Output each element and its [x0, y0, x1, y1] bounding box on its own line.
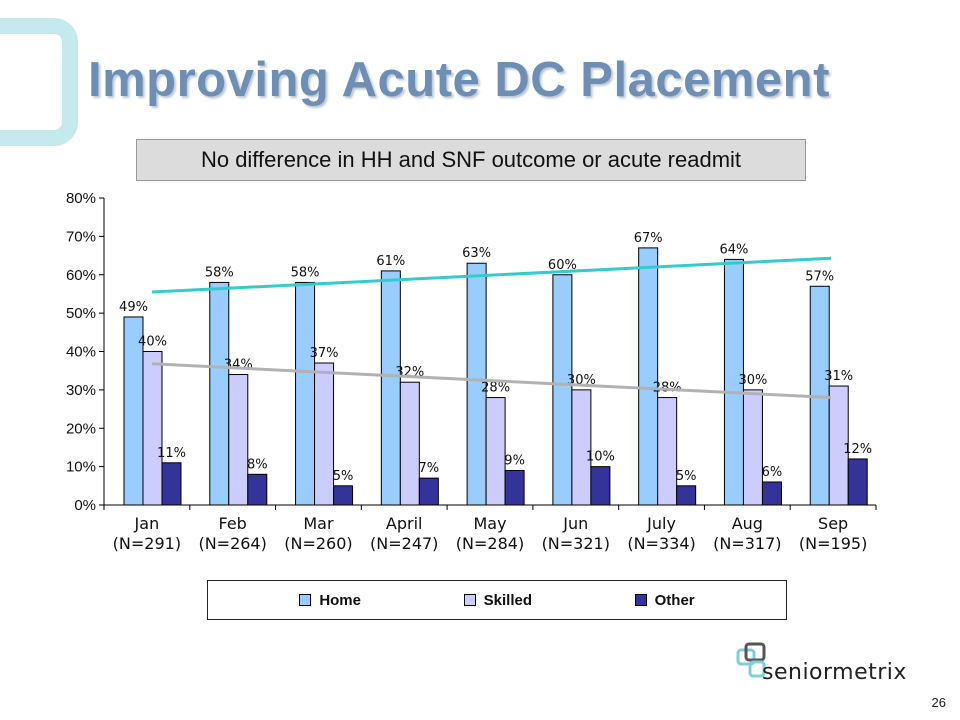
bar-skilled	[314, 362, 335, 506]
legend-swatch-home	[299, 594, 312, 606]
data-label-other: 5%	[676, 469, 697, 484]
y-tick-label: 30%	[66, 382, 96, 399]
bar-skilled	[228, 374, 249, 506]
x-category-label: Jun	[562, 514, 588, 533]
data-label-skilled: 28%	[481, 381, 510, 396]
bar-skilled	[657, 397, 678, 506]
bar-other	[504, 469, 525, 506]
slide-title: Improving Acute DC Placement	[88, 53, 830, 107]
data-label-other: 8%	[247, 457, 268, 472]
legend-swatch-skilled	[463, 594, 476, 606]
x-category-label: April	[386, 514, 423, 533]
subtitle-text: No difference in HH and SNF outcome or a…	[200, 147, 742, 172]
data-label-skilled: 31%	[824, 369, 853, 384]
y-tick-label: 60%	[66, 267, 96, 284]
legend-item-other: Other	[634, 591, 695, 609]
data-label-other: 7%	[419, 461, 440, 476]
bar-other	[676, 485, 697, 506]
bar-skilled	[485, 397, 506, 506]
x-category-label: (N=260)	[284, 534, 352, 553]
x-category-label: (N=264)	[198, 534, 266, 553]
data-label-home: 58%	[205, 265, 234, 280]
x-category-label: (N=321)	[542, 534, 610, 553]
x-category-label: (N=334)	[627, 534, 695, 553]
y-tick-label: 50%	[66, 305, 96, 322]
bar-other	[847, 458, 868, 506]
bar-skilled	[742, 389, 763, 506]
bar-other	[761, 481, 782, 506]
x-category-label: (N=284)	[456, 534, 524, 553]
legend-label-other: Other	[654, 591, 695, 609]
bar-skilled	[399, 381, 420, 506]
bar-home	[295, 281, 316, 506]
seniormetrix-logo-icon	[736, 642, 766, 678]
data-label-home: 49%	[119, 300, 148, 315]
bar-skilled	[571, 389, 592, 506]
x-category-label: Feb	[219, 514, 247, 533]
bar-skilled	[142, 351, 163, 506]
x-category-label: May	[473, 514, 506, 533]
data-label-skilled: 37%	[310, 346, 339, 361]
data-label-other: 6%	[762, 465, 783, 480]
bar-home	[723, 258, 744, 506]
x-category-label: Jan	[134, 514, 160, 533]
trendline-skilled	[151, 362, 832, 400]
page-number: 26	[931, 695, 946, 710]
data-label-home: 63%	[462, 246, 491, 261]
subtitle-box: No difference in HH and SNF outcome or a…	[136, 139, 806, 181]
x-category-label: (N=247)	[370, 534, 438, 553]
y-tick-label: 0%	[74, 497, 96, 514]
bar-home	[380, 270, 401, 506]
data-label-skilled: 34%	[224, 358, 253, 373]
data-label-home: 60%	[548, 258, 577, 273]
data-label-home: 57%	[805, 269, 834, 284]
data-label-other: 5%	[333, 469, 354, 484]
y-tick-label: 10%	[66, 459, 96, 476]
chart-legend: Home Skilled Other	[207, 580, 787, 620]
legend-item-skilled: Skilled	[463, 591, 532, 609]
data-label-other: 10%	[586, 450, 615, 465]
y-tick-label: 20%	[66, 420, 96, 437]
bar-other	[161, 462, 182, 506]
bar-other	[247, 473, 268, 506]
legend-swatch-other	[634, 594, 647, 606]
bar-chart: 0% 10% 20% 30% 40% 50% 60% 70% 80% 49% 58% 58% 61% 63…	[66, 190, 877, 553]
legend-label-home: Home	[319, 591, 361, 609]
x-category-label: Sep	[818, 514, 848, 533]
legend-label-skilled: Skilled	[483, 591, 532, 609]
bar-other	[418, 477, 439, 506]
corner-decoration	[0, 18, 78, 146]
bar-other	[333, 485, 354, 506]
data-label-other: 11%	[157, 446, 186, 461]
bar-skilled	[828, 385, 849, 506]
y-tick-label: 80%	[66, 190, 96, 207]
bar-other	[590, 466, 611, 506]
bar-home	[552, 274, 573, 506]
y-tick-label: 70%	[66, 228, 96, 245]
y-tick-label: 40%	[66, 344, 96, 361]
data-label-skilled: 40%	[138, 335, 167, 350]
data-label-home: 67%	[634, 231, 663, 246]
x-category-label: Aug	[732, 514, 763, 533]
data-label-home: 61%	[376, 254, 405, 269]
bar-home	[638, 247, 659, 506]
x-category-label: (N=317)	[713, 534, 781, 553]
data-label-home: 58%	[291, 265, 320, 280]
data-label-skilled: 30%	[738, 373, 767, 388]
bar-home	[209, 281, 230, 506]
x-category-label: (N=291)	[113, 534, 181, 553]
trendline-home	[151, 256, 832, 294]
legend-item-home: Home	[299, 592, 361, 609]
x-category-label: Mar	[303, 514, 334, 533]
x-category-label: (N=195)	[799, 534, 867, 553]
bar-home	[466, 262, 487, 506]
x-category-label: July	[646, 514, 676, 533]
logo-text: seniormetrix	[762, 660, 907, 685]
data-label-home: 64%	[719, 242, 748, 257]
data-label-other: 12%	[843, 442, 872, 457]
data-label-other: 9%	[504, 453, 525, 468]
